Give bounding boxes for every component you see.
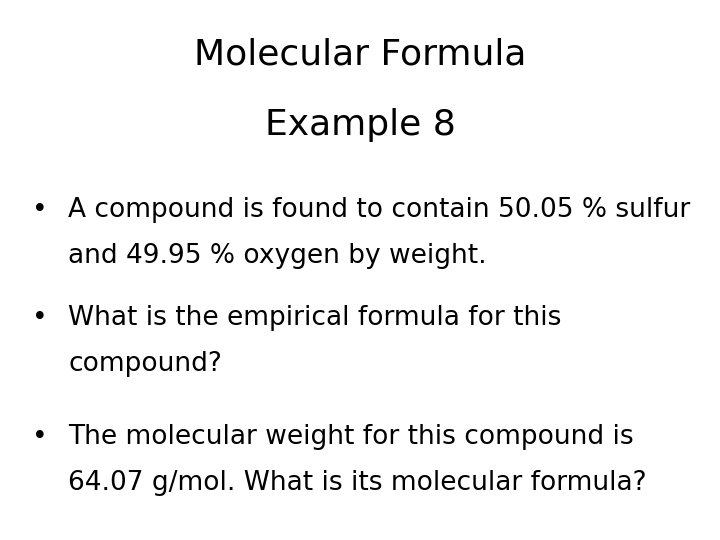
Text: What is the empirical formula for this: What is the empirical formula for this bbox=[68, 305, 562, 331]
Text: Example 8: Example 8 bbox=[264, 108, 456, 142]
Text: and 49.95 % oxygen by weight.: and 49.95 % oxygen by weight. bbox=[68, 243, 487, 269]
Text: The molecular weight for this compound is: The molecular weight for this compound i… bbox=[68, 424, 634, 450]
Text: Molecular Formula: Molecular Formula bbox=[194, 38, 526, 72]
Text: A compound is found to contain 50.05 % sulfur: A compound is found to contain 50.05 % s… bbox=[68, 197, 690, 223]
Text: •: • bbox=[32, 197, 48, 223]
Text: compound?: compound? bbox=[68, 351, 222, 377]
Text: •: • bbox=[32, 305, 48, 331]
Text: •: • bbox=[32, 424, 48, 450]
Text: 64.07 g/mol. What is its molecular formula?: 64.07 g/mol. What is its molecular formu… bbox=[68, 470, 647, 496]
